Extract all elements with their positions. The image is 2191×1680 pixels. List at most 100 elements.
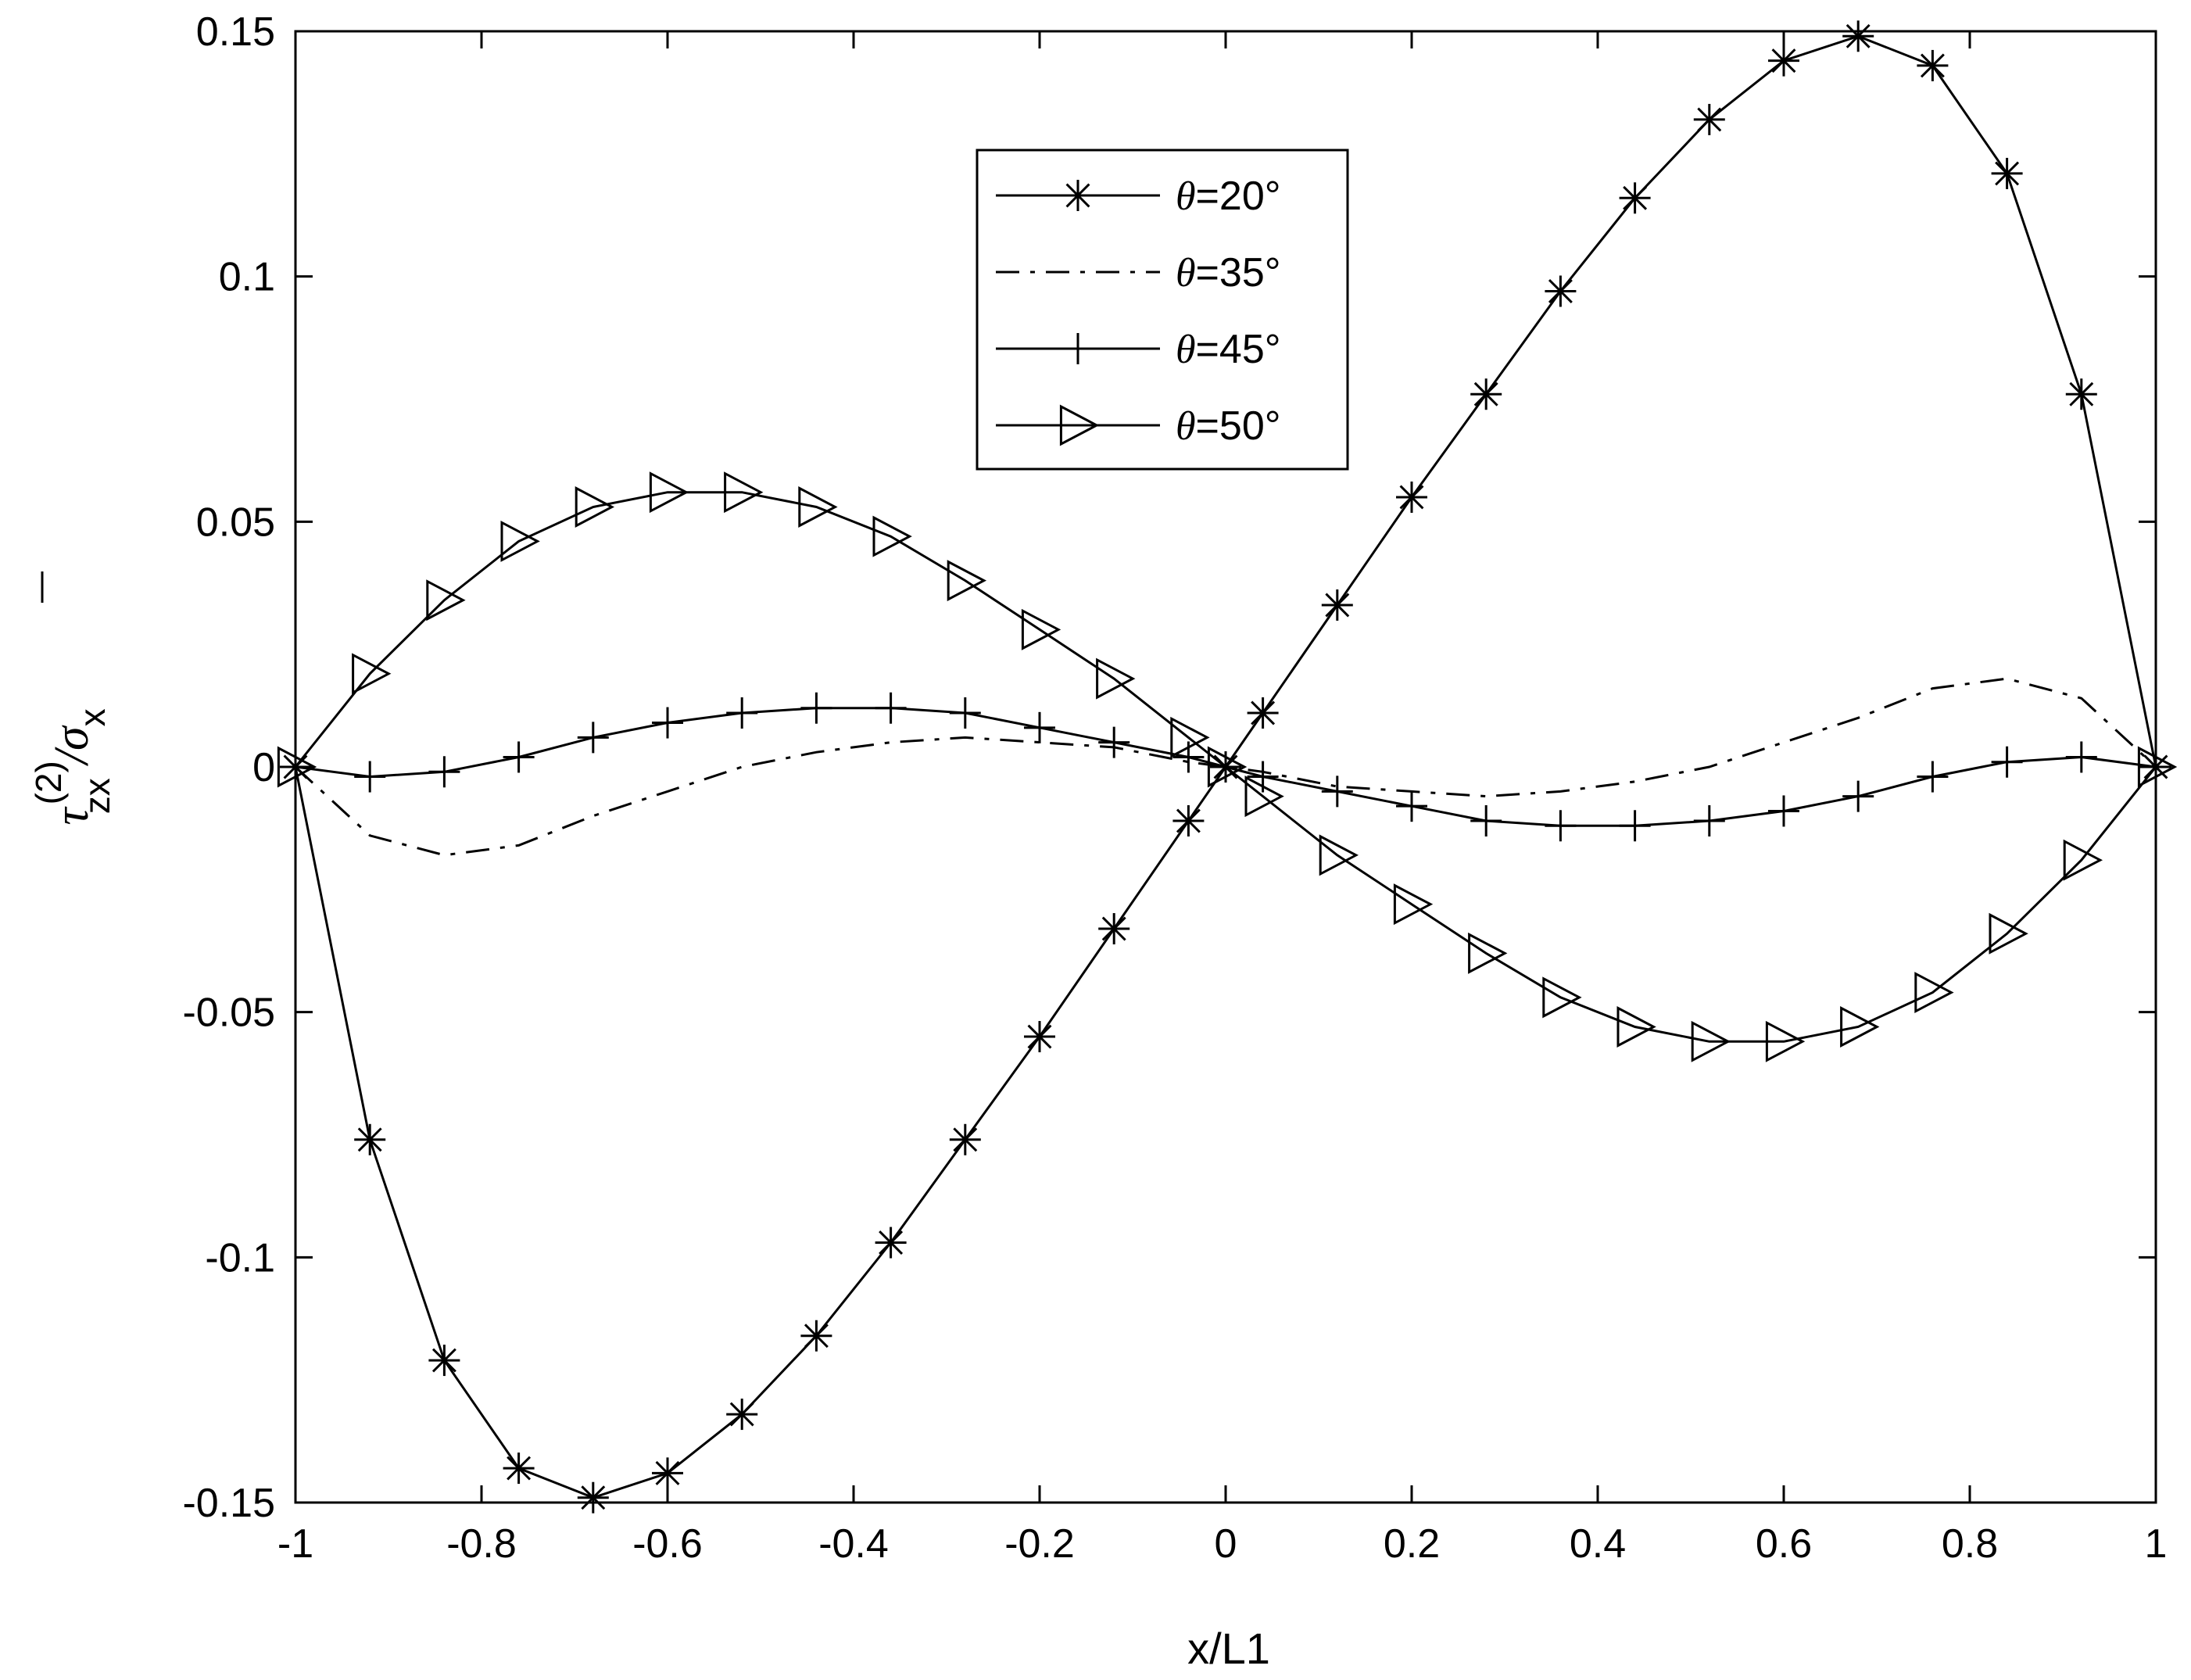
x-tick-label: 0.4 <box>1570 1521 1626 1567</box>
legend: θ=20° θ=35° θ=45° θ=50° <box>976 149 1349 471</box>
data-point <box>354 761 386 793</box>
data-point <box>949 697 981 729</box>
marker-stroke <box>1027 1024 1052 1049</box>
data-point <box>875 1227 907 1259</box>
marker-stroke <box>1989 912 2028 955</box>
x-tick-label: -0.4 <box>818 1521 889 1567</box>
tick-labels: -1 -0.8 -0.6 -0.4 -0.2 0 0.2 0.4 0.6 0.8 1 -0.15 -0.… <box>182 9 2167 1567</box>
data-point <box>1542 976 1582 1019</box>
data-point <box>503 1453 535 1485</box>
y-axis-title-symbol: τ <box>45 806 98 826</box>
legend-marker <box>1062 180 1094 211</box>
marker-stroke <box>575 486 615 528</box>
marker-stroke <box>1623 185 1648 210</box>
y-tick-label: 0 <box>252 745 275 790</box>
marker-stroke <box>1065 183 1090 208</box>
legend-entry: θ=45° <box>1176 327 1281 372</box>
x-tick-label: -0.8 <box>446 1521 517 1567</box>
data-point <box>426 579 466 621</box>
marker-stroke <box>581 1485 606 1510</box>
legend-marker <box>1062 333 1094 364</box>
data-point <box>1991 157 2023 189</box>
marker-stroke <box>1325 593 1350 618</box>
marker-stroke <box>649 471 689 514</box>
marker-stroke <box>1468 932 1508 974</box>
marker-stroke <box>947 560 987 602</box>
y-axis-title: τ(2) zx/σx <box>28 571 117 826</box>
data-point <box>1468 932 1508 974</box>
data-point <box>800 1320 832 1352</box>
marker-stroke <box>357 1127 382 1152</box>
data-point <box>2065 741 2097 773</box>
data-point <box>1396 790 1427 822</box>
marker-stroke <box>1473 381 1498 407</box>
data-point <box>949 1123 981 1155</box>
y-tick-label: 0.05 <box>196 500 275 545</box>
marker-stroke <box>1542 976 1582 1019</box>
marker-stroke <box>1176 808 1201 833</box>
data-point <box>428 1345 460 1377</box>
data-point <box>724 471 764 514</box>
data-point <box>1024 711 1055 743</box>
marker-stroke <box>804 1324 829 1349</box>
data-point <box>1170 716 1210 758</box>
data-point <box>1172 805 1205 837</box>
marker-stroke <box>1393 883 1434 926</box>
marker-stroke <box>1170 716 1210 758</box>
data-point <box>947 560 987 602</box>
data-point <box>1768 795 1799 827</box>
x-tick-label: 0 <box>1215 1521 1237 1567</box>
marker-stroke <box>2069 381 2094 407</box>
marker-stroke <box>1059 404 1100 446</box>
data-point <box>1396 481 1427 513</box>
marker-stroke <box>729 1402 754 1427</box>
data-point <box>1989 912 2028 955</box>
data-point <box>1619 810 1651 842</box>
data-point <box>1765 1020 1806 1062</box>
data-point <box>1842 780 1874 812</box>
data-point <box>1393 883 1434 926</box>
marker-stroke <box>1616 1006 1656 1048</box>
data-point <box>1693 103 1725 135</box>
data-point <box>1917 761 1949 793</box>
marker-stroke <box>872 515 912 557</box>
data-point <box>1098 913 1130 945</box>
marker-stroke <box>1771 48 1796 73</box>
series-line-4 <box>294 491 2157 1043</box>
marker-stroke <box>1846 23 1871 48</box>
marker-stroke <box>1101 916 1126 941</box>
marker-stroke <box>500 520 540 562</box>
data-point <box>1024 1021 1055 1053</box>
data-point <box>428 756 460 788</box>
series-line-2 <box>294 677 2157 857</box>
data-point <box>500 520 540 562</box>
data-point <box>1096 657 1136 700</box>
data-point <box>577 722 609 754</box>
marker-stroke <box>1765 1020 1806 1062</box>
data-point <box>1991 746 2023 778</box>
data-point <box>726 697 758 729</box>
marker-stroke <box>1319 834 1359 876</box>
marker-stroke <box>1021 608 1061 650</box>
marker-stroke <box>724 471 764 514</box>
marker-stroke <box>1691 1020 1731 1062</box>
data-point <box>503 741 535 773</box>
data-point <box>1021 608 1061 650</box>
marker-stroke <box>1995 161 2020 186</box>
data-point <box>577 1481 609 1513</box>
marker-stroke <box>507 1456 532 1481</box>
marker-stroke <box>879 1230 904 1255</box>
data-point <box>1691 1020 1731 1062</box>
data-point <box>1470 378 1502 410</box>
marker-stroke <box>798 486 838 528</box>
data-point <box>800 692 832 724</box>
data-point <box>875 692 907 724</box>
y-tick-label: -0.1 <box>205 1235 275 1281</box>
marker-stroke <box>1096 657 1136 700</box>
x-tick-label: -0.2 <box>1004 1521 1075 1567</box>
x-tick-label: 0.2 <box>1384 1521 1440 1567</box>
marker-stroke <box>1548 279 1573 303</box>
y-tick-label: -0.15 <box>182 1481 275 1526</box>
data-point <box>649 471 689 514</box>
x-tick-label: -1 <box>277 1521 313 1567</box>
